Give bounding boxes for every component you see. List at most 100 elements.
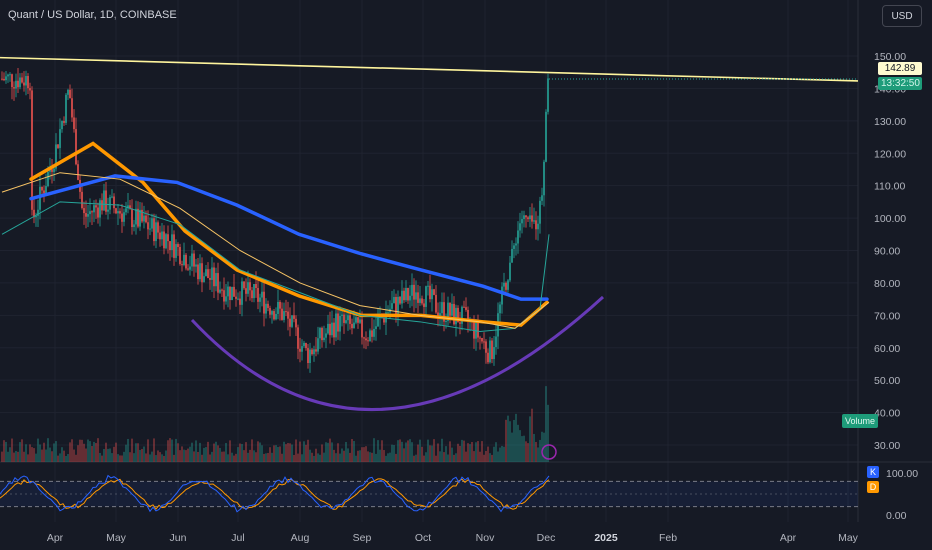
candle-body xyxy=(421,298,423,304)
x-tick-label: Jun xyxy=(170,532,187,544)
candle-body xyxy=(207,269,209,279)
volume-bar xyxy=(395,453,397,462)
volume-bar xyxy=(25,444,27,462)
candle-body xyxy=(229,286,231,300)
candle-body xyxy=(171,234,173,251)
volume-bar xyxy=(79,439,81,462)
stoch-k-badge[interactable]: K xyxy=(867,466,879,478)
candle-body xyxy=(445,321,447,323)
candle-body xyxy=(23,82,25,86)
cup-arc-drawing xyxy=(190,295,605,412)
candle-body xyxy=(417,292,419,303)
candle-body xyxy=(135,208,137,225)
price-axis[interactable]: 150.00140.00130.00120.00110.00100.0090.0… xyxy=(874,51,918,522)
volume-bar xyxy=(215,441,217,462)
candle-body xyxy=(15,80,17,89)
candle-body xyxy=(405,287,407,301)
candle-body xyxy=(487,352,489,363)
resistance-trendline xyxy=(0,56,859,82)
volume-bar xyxy=(263,453,265,462)
volume-bar xyxy=(241,444,243,462)
volume-bar xyxy=(319,454,321,462)
candle-body xyxy=(73,117,75,130)
candle-body xyxy=(357,317,359,323)
y-tick-label: 40.00 xyxy=(874,408,900,420)
candle-body xyxy=(125,208,127,213)
candle-body xyxy=(533,220,535,222)
y-tick-label: 90.00 xyxy=(874,246,900,258)
candle-body xyxy=(371,330,373,337)
stochastic-pane xyxy=(0,474,858,513)
candle-body xyxy=(213,267,215,287)
volume-bar xyxy=(187,448,189,462)
volume-bar xyxy=(13,452,15,462)
volume-bar xyxy=(159,452,161,462)
candle-body xyxy=(509,262,511,281)
candle-body xyxy=(133,224,135,228)
volume-bar xyxy=(479,451,481,462)
candle-body xyxy=(117,211,119,214)
volume-bar xyxy=(313,455,315,462)
y-tick-label: 110.00 xyxy=(874,181,905,193)
volume-bar xyxy=(325,442,327,462)
candle-body xyxy=(175,244,177,258)
candle-body xyxy=(165,234,167,249)
volume-bar xyxy=(283,441,285,462)
volume-bar xyxy=(459,445,461,462)
volume-bar xyxy=(91,446,93,462)
candle-body xyxy=(233,286,235,297)
volume-bar xyxy=(173,454,175,462)
volume-bar xyxy=(333,449,335,462)
volume-bar xyxy=(93,441,95,462)
volume-bar xyxy=(3,440,5,462)
candle-body xyxy=(85,213,87,217)
candle-body xyxy=(441,302,443,314)
volume-bar xyxy=(235,453,237,462)
volume-bar xyxy=(507,415,509,462)
volume-bar xyxy=(127,438,129,462)
volume-bar xyxy=(515,413,517,462)
candle-body xyxy=(255,283,257,289)
volume-bar xyxy=(403,448,405,462)
candle-body xyxy=(13,87,15,89)
volume-bar xyxy=(99,452,101,462)
candle-body xyxy=(91,211,93,213)
volume-bar xyxy=(83,443,85,462)
volume-bar xyxy=(267,453,269,462)
volume-bar xyxy=(163,455,165,462)
volume-bar xyxy=(77,445,79,462)
candle-body xyxy=(205,269,207,277)
candle-body xyxy=(481,338,483,342)
candle-body xyxy=(433,289,435,295)
candle-body xyxy=(287,311,289,319)
volume-bar xyxy=(347,448,349,462)
volume-bar xyxy=(471,442,473,462)
x-tick-label: May xyxy=(838,532,859,544)
x-tick-label: Apr xyxy=(780,532,797,544)
candle-body xyxy=(29,88,31,91)
currency-button[interactable]: USD xyxy=(882,5,922,27)
volume-bar xyxy=(217,445,219,462)
candle-body xyxy=(401,290,403,304)
volume-bar xyxy=(211,451,213,462)
moving-averages xyxy=(1,141,550,333)
candle-body xyxy=(507,280,509,290)
candle-body xyxy=(241,281,243,305)
volume-bar xyxy=(417,444,419,462)
stoch-d-badge[interactable]: D xyxy=(867,481,879,493)
volume-bar xyxy=(449,441,451,462)
candle-body xyxy=(45,186,47,194)
candle-body xyxy=(415,292,417,300)
candle-body xyxy=(289,318,291,327)
time-axis[interactable]: Apr May Jun Jul Aug Sep Oct Nov Dec 2025 Feb Apr May xyxy=(47,532,859,544)
volume-bar xyxy=(133,453,135,462)
candle-body xyxy=(463,306,465,308)
volume-bar xyxy=(357,450,359,462)
volume-bar xyxy=(5,441,7,462)
volume-bar xyxy=(505,419,507,462)
candle-body xyxy=(211,267,213,280)
candle-body xyxy=(453,303,455,325)
candle-body xyxy=(529,215,531,220)
volume-label[interactable]: Volume xyxy=(842,414,879,428)
